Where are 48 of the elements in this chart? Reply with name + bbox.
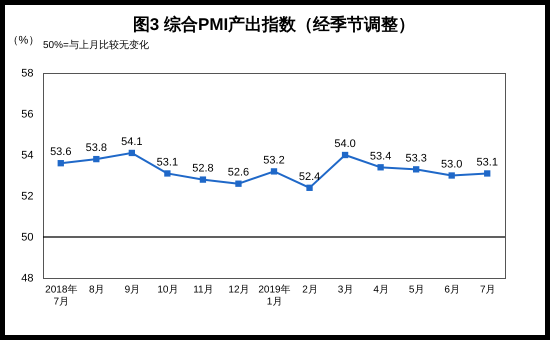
point bbox=[270, 168, 278, 175]
point bbox=[412, 166, 420, 173]
y-axis-title: （%） bbox=[8, 34, 40, 46]
text: 53.3 bbox=[405, 152, 427, 164]
x-tick-label: 6月 bbox=[444, 284, 460, 296]
text: 53.6 bbox=[50, 146, 72, 158]
y-tick-label: 52 bbox=[21, 190, 34, 202]
point bbox=[128, 150, 136, 156]
point bbox=[448, 172, 455, 179]
x-tick-label: 11月 bbox=[193, 284, 214, 296]
x-tick-label: 2月 bbox=[302, 284, 318, 296]
x-tick-label: 2018年 7月 bbox=[45, 284, 78, 308]
x-tick-label: 10月 bbox=[157, 284, 178, 296]
x-tick-label: 12月 bbox=[228, 284, 250, 296]
text: 53.1 bbox=[476, 156, 498, 168]
point bbox=[200, 176, 206, 183]
text: 53.2 bbox=[263, 154, 285, 166]
chart-title: 图3 综合PMI产出指数（经季节调整） bbox=[132, 15, 416, 34]
text: 53.4 bbox=[370, 150, 392, 162]
y-tick-label: 54 bbox=[21, 150, 34, 162]
text: 52.4 bbox=[298, 170, 320, 183]
y-tick-label: 56 bbox=[21, 108, 34, 120]
text: 54.1 bbox=[121, 136, 143, 148]
y-tick-label: 48 bbox=[21, 272, 34, 284]
point bbox=[164, 170, 171, 177]
x-tick-label: 4月 bbox=[373, 284, 389, 296]
x-tick-label: 9月 bbox=[124, 284, 140, 296]
x-tick-label: 7月 bbox=[480, 284, 496, 296]
point bbox=[306, 184, 313, 191]
text: 53.0 bbox=[440, 158, 462, 170]
text: 52.8 bbox=[192, 162, 214, 175]
point bbox=[342, 152, 348, 158]
x-tick-label: 3月 bbox=[338, 284, 354, 296]
x-tick-label: 2019年 1月 bbox=[258, 284, 291, 308]
text: 54.0 bbox=[334, 138, 356, 150]
text: 50%=与上月比较无变化 bbox=[43, 39, 149, 51]
point bbox=[58, 160, 64, 166]
y-tick-label: 58 bbox=[21, 68, 34, 80]
text: 53.8 bbox=[86, 142, 108, 154]
point bbox=[235, 180, 242, 187]
point bbox=[377, 164, 384, 170]
x-tick-label: 8月 bbox=[89, 284, 105, 296]
text: 53.1 bbox=[156, 156, 178, 168]
point bbox=[93, 156, 100, 162]
text: 52.6 bbox=[228, 166, 250, 179]
point bbox=[484, 170, 490, 177]
y-tick-label: 50 bbox=[21, 232, 34, 244]
x-tick-label: 5月 bbox=[408, 284, 424, 296]
